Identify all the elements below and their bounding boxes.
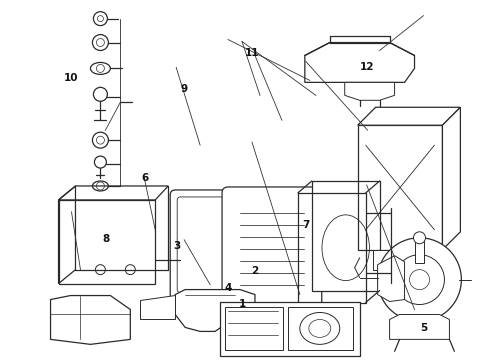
Polygon shape — [175, 289, 255, 332]
Bar — [288, 306, 353, 350]
Polygon shape — [372, 250, 427, 270]
Polygon shape — [358, 107, 461, 125]
Polygon shape — [378, 256, 405, 302]
Text: 3: 3 — [173, 241, 180, 251]
Circle shape — [96, 265, 105, 275]
Polygon shape — [442, 107, 461, 250]
Polygon shape — [305, 42, 415, 82]
Circle shape — [125, 265, 135, 275]
Text: 9: 9 — [180, 84, 188, 94]
Text: 11: 11 — [245, 48, 260, 58]
FancyBboxPatch shape — [222, 187, 322, 306]
Polygon shape — [50, 296, 130, 345]
Text: 4: 4 — [224, 283, 232, 293]
Circle shape — [414, 232, 425, 244]
Bar — [225, 306, 283, 350]
Text: 12: 12 — [360, 62, 374, 72]
Polygon shape — [390, 315, 449, 339]
Circle shape — [378, 238, 462, 321]
Bar — [415, 238, 424, 263]
Polygon shape — [140, 294, 175, 319]
Text: 6: 6 — [141, 173, 148, 183]
Polygon shape — [312, 181, 380, 291]
Text: 1: 1 — [239, 299, 246, 309]
Text: 2: 2 — [251, 266, 258, 276]
Text: 10: 10 — [64, 73, 79, 83]
Bar — [220, 302, 360, 356]
Text: 8: 8 — [102, 234, 109, 244]
Polygon shape — [345, 82, 394, 100]
Text: 5: 5 — [420, 323, 427, 333]
Text: 7: 7 — [302, 220, 310, 230]
